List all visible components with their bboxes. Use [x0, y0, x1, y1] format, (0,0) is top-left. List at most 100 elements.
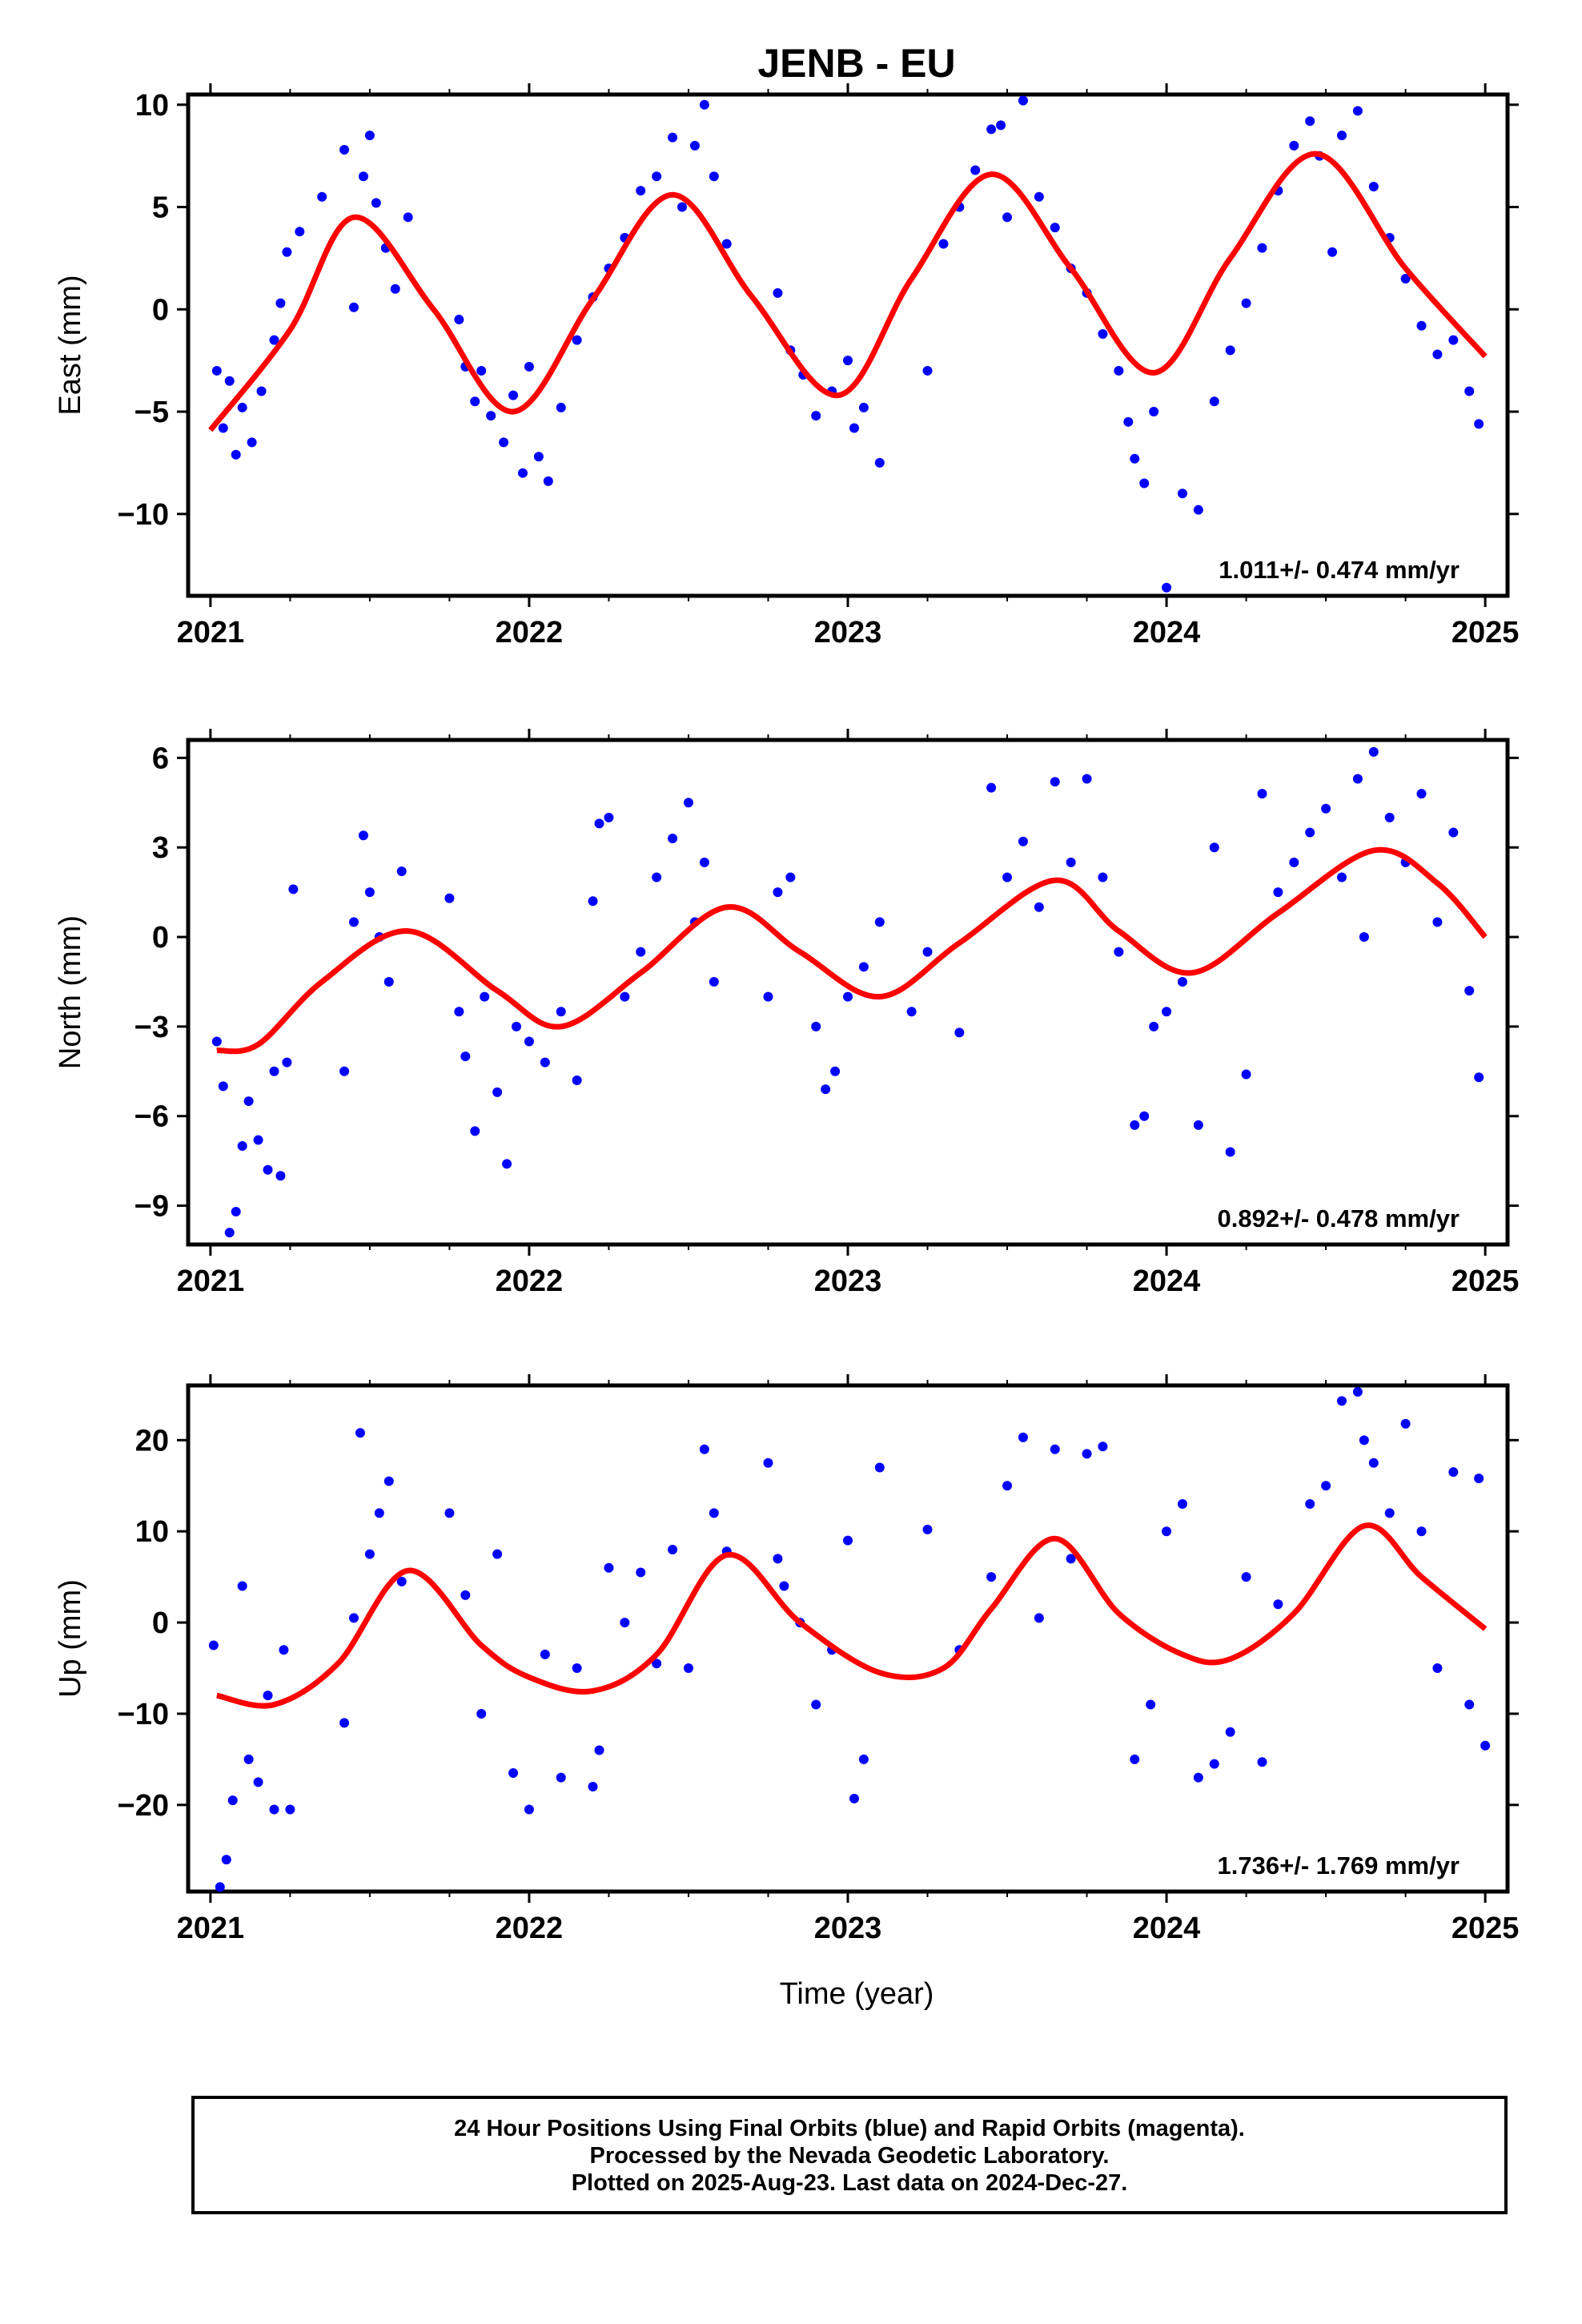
up-data-point — [279, 1645, 289, 1655]
east-data-point — [486, 411, 496, 421]
up-data-point — [773, 1554, 783, 1564]
up-frame — [186, 1383, 1510, 1894]
up-data-point — [1162, 1526, 1172, 1537]
up-data-point — [1209, 1759, 1219, 1769]
up-data-point — [652, 1659, 662, 1669]
north-data-point — [636, 947, 646, 957]
north-xtick-label: 2022 — [496, 1265, 564, 1298]
north-data-point — [1432, 917, 1443, 927]
north-data-point — [444, 893, 455, 903]
north-data-point — [572, 1075, 582, 1085]
east-data-point — [1114, 365, 1124, 376]
east-data-point — [508, 390, 519, 400]
east-data-point — [348, 302, 359, 312]
up-data-point — [1464, 1699, 1475, 1710]
east-data-point — [1327, 247, 1338, 257]
north-data-point — [1321, 803, 1331, 814]
up-data-point — [1018, 1432, 1028, 1442]
up-xtick-label: 2024 — [1133, 1912, 1201, 1945]
up-y-axis-label: Up (mm) — [54, 1579, 87, 1698]
east-data-point — [1289, 140, 1299, 151]
north-data-point — [396, 866, 407, 877]
east-data-point — [1305, 116, 1315, 127]
north-ytick-label: 3 — [152, 831, 169, 865]
east-data-point — [1257, 243, 1267, 253]
up-data-point — [1257, 1757, 1267, 1767]
east-data-point — [1139, 478, 1150, 489]
north-data-point — [218, 1081, 228, 1092]
up-ytick-label: 20 — [135, 1424, 169, 1458]
up-data-point — [588, 1782, 598, 1792]
caption-line-3: Plotted on 2025-Aug-23. Last data on 202… — [571, 2170, 1128, 2196]
up-data-point — [215, 1882, 225, 1892]
east-data-point — [858, 402, 869, 412]
east-data-point — [1432, 349, 1443, 360]
north-data-point — [383, 976, 394, 987]
up-data-point — [1359, 1435, 1369, 1445]
north-data-point — [1464, 986, 1475, 996]
east-data-point — [275, 298, 286, 308]
up-data-point — [348, 1613, 359, 1623]
up-data-point — [237, 1581, 247, 1591]
north-ytick-label: −9 — [135, 1190, 169, 1224]
caption-box: 24 Hour Positions Using Final Orbits (bl… — [191, 2096, 1508, 2214]
east-data-point — [476, 365, 487, 376]
east-data-point — [364, 131, 375, 141]
up-data-point — [364, 1549, 375, 1559]
north-data-point — [1305, 827, 1315, 838]
up-data-point — [1146, 1699, 1156, 1710]
east-data-point — [358, 171, 368, 182]
east-data-point — [1241, 298, 1251, 308]
east-data-point — [773, 287, 783, 298]
up-data-point — [1305, 1499, 1315, 1510]
east-xtick-label: 2023 — [814, 616, 882, 649]
east-data-point — [1400, 273, 1411, 283]
up-data-point — [1082, 1449, 1092, 1459]
up-data-point — [1448, 1467, 1459, 1478]
north-ytick-label: −6 — [135, 1100, 169, 1134]
east-data-point — [1225, 345, 1235, 356]
up-ytick-label: −10 — [118, 1698, 169, 1731]
up-data-point — [492, 1549, 503, 1559]
up-data-point — [874, 1462, 885, 1473]
up-data-point — [709, 1508, 719, 1518]
up-data-point — [858, 1754, 869, 1764]
up-data-point — [208, 1640, 219, 1651]
up-ytick-label: 10 — [135, 1515, 169, 1549]
up-data-point — [339, 1718, 350, 1728]
east-data-point — [556, 402, 566, 412]
north-data-point — [821, 1084, 831, 1095]
east-data-point — [1209, 396, 1219, 407]
up-data-point — [355, 1428, 365, 1438]
up-xtick-label: 2025 — [1452, 1912, 1520, 1945]
north-data-point — [1368, 746, 1379, 757]
north-data-point — [492, 1087, 503, 1097]
east-data-point — [1098, 328, 1108, 339]
north-data-point — [1359, 932, 1369, 943]
north-data-point — [1139, 1111, 1150, 1121]
east-ytick-label: 5 — [152, 191, 169, 225]
north-data-point — [358, 830, 368, 841]
up-data-point — [1474, 1474, 1484, 1484]
east-data-point — [1018, 95, 1028, 106]
north-data-point — [211, 1036, 222, 1047]
up-data-point — [476, 1708, 487, 1719]
east-data-point — [811, 411, 821, 421]
up-data-point — [683, 1663, 693, 1674]
north-data-point — [1289, 857, 1299, 867]
east-fit-curve — [208, 151, 1488, 432]
up-data-point — [1432, 1663, 1443, 1674]
up-data-point — [1241, 1572, 1251, 1582]
north-data-point — [906, 1007, 917, 1017]
up-xtick-label: 2021 — [177, 1912, 245, 1945]
north-data-point — [1050, 777, 1060, 787]
east-data-point — [282, 247, 292, 257]
up-plot-area — [208, 1386, 1491, 1892]
up-data-point — [1352, 1386, 1363, 1397]
north-data-point — [874, 917, 885, 927]
east-data-point — [317, 191, 327, 202]
north-data-point — [1098, 872, 1108, 883]
up-ytick-label: −20 — [118, 1789, 169, 1823]
up-xtick-label: 2022 — [496, 1912, 564, 1945]
caption-line-2: Processed by the Nevada Geodetic Laborat… — [589, 2143, 1110, 2169]
